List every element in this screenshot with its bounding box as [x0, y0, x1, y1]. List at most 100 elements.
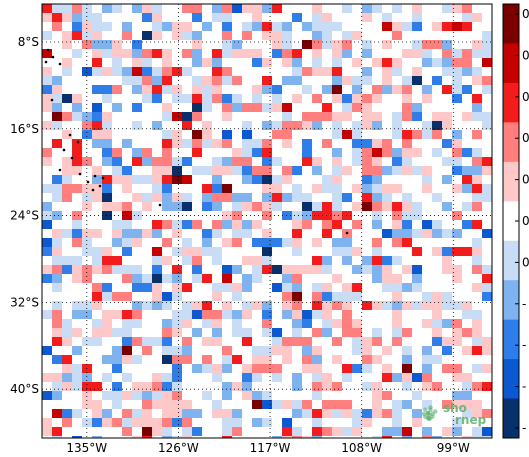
anomaly-cell: [362, 4, 372, 13]
anomaly-cell: [82, 130, 92, 139]
anomaly-cell: [202, 94, 212, 103]
colorbar-tick-label: -: [522, 380, 526, 394]
watermark-dot: [421, 411, 427, 417]
anomaly-cell: [102, 355, 112, 364]
anomaly-cell: [372, 265, 382, 274]
anomaly-cell: [102, 418, 112, 427]
anomaly-cell: [242, 202, 252, 211]
anomaly-cell: [92, 184, 102, 193]
anomaly-cell: [362, 157, 372, 166]
anomaly-cell: [112, 391, 122, 400]
anomaly-cell: [402, 400, 412, 409]
anomaly-cell: [422, 319, 432, 328]
anomaly-cell: [472, 112, 482, 121]
anomaly-cell: [132, 121, 142, 130]
anomaly-cell: [72, 373, 82, 382]
anomaly-cell: [52, 112, 62, 121]
anomaly-cell: [322, 256, 332, 265]
anomaly-cell: [452, 247, 462, 256]
anomaly-cell: [292, 373, 302, 382]
anomaly-cell: [232, 310, 242, 319]
anomaly-cell: [42, 67, 52, 76]
anomaly-cell: [322, 409, 332, 418]
anomaly-cell: [262, 175, 272, 184]
anomaly-cell: [362, 13, 372, 22]
anomaly-cell: [332, 67, 342, 76]
anomaly-cell: [332, 247, 342, 256]
anomaly-cell: [472, 346, 482, 355]
anomaly-cell: [462, 301, 472, 310]
anomaly-cell: [342, 256, 352, 265]
anomaly-cell: [122, 427, 132, 436]
anomaly-cell: [62, 229, 72, 238]
anomaly-cell: [192, 13, 202, 22]
anomaly-cell: [442, 4, 452, 13]
anomaly-cell: [352, 247, 362, 256]
anomaly-cell: [322, 265, 332, 274]
latitude-label: 32°S: [10, 295, 39, 309]
anomaly-cell: [172, 391, 182, 400]
anomaly-cell: [482, 76, 492, 85]
anomaly-cell: [462, 220, 472, 229]
anomaly-cell: [262, 58, 272, 67]
anomaly-cell: [52, 22, 62, 31]
anomaly-cell: [322, 319, 332, 328]
anomaly-cell: [312, 292, 322, 301]
anomaly-cell: [102, 4, 112, 13]
anomaly-cell: [402, 139, 412, 148]
anomaly-cell: [272, 328, 282, 337]
anomaly-cell: [412, 301, 422, 310]
anomaly-cell: [172, 247, 182, 256]
anomaly-cell: [422, 229, 432, 238]
colorbar-segment: [503, 280, 519, 321]
anomaly-cell: [412, 418, 422, 427]
anomaly-cell: [62, 256, 72, 265]
anomaly-cell: [62, 418, 72, 427]
anomaly-cell: [252, 373, 262, 382]
anomaly-cell: [82, 157, 92, 166]
anomaly-cell: [112, 418, 122, 427]
anomaly-cell: [322, 112, 332, 121]
anomaly-cell: [202, 391, 212, 400]
anomaly-cell: [352, 265, 362, 274]
anomaly-cell: [442, 157, 452, 166]
anomaly-cell: [172, 157, 182, 166]
anomaly-cell: [452, 22, 462, 31]
anomaly-cell: [42, 76, 52, 85]
anomaly-cell: [132, 193, 142, 202]
anomaly-cell: [252, 4, 262, 13]
anomaly-cell: [182, 4, 192, 13]
anomaly-cell: [112, 355, 122, 364]
anomaly-cell: [332, 148, 342, 157]
anomaly-cell: [92, 229, 102, 238]
anomaly-cell: [192, 301, 202, 310]
anomaly-cell: [292, 337, 302, 346]
anomaly-cell: [92, 40, 102, 49]
anomaly-cell: [262, 319, 272, 328]
anomaly-cell: [332, 94, 342, 103]
anomaly-cell: [392, 130, 402, 139]
anomaly-cell: [392, 310, 402, 319]
anomaly-cell: [152, 418, 162, 427]
anomaly-cell: [132, 175, 142, 184]
anomaly-cell: [362, 94, 372, 103]
anomaly-cell: [72, 229, 82, 238]
anomaly-cell: [132, 391, 142, 400]
anomaly-cell: [152, 274, 162, 283]
anomaly-cell: [432, 40, 442, 49]
anomaly-cell: [152, 31, 162, 40]
anomaly-cell: [192, 103, 202, 112]
anomaly-cell: [472, 337, 482, 346]
colorbar-segment: [503, 359, 519, 400]
anomaly-cell: [92, 103, 102, 112]
anomaly-cell: [52, 373, 62, 382]
anomaly-cell: [442, 346, 452, 355]
anomaly-cell: [42, 238, 52, 247]
anomaly-cell: [162, 337, 172, 346]
anomaly-cell: [322, 220, 332, 229]
anomaly-cell: [222, 346, 232, 355]
anomaly-cell: [332, 175, 342, 184]
anomaly-cell: [332, 121, 342, 130]
anomaly-cell: [122, 202, 132, 211]
anomaly-cell: [162, 85, 172, 94]
